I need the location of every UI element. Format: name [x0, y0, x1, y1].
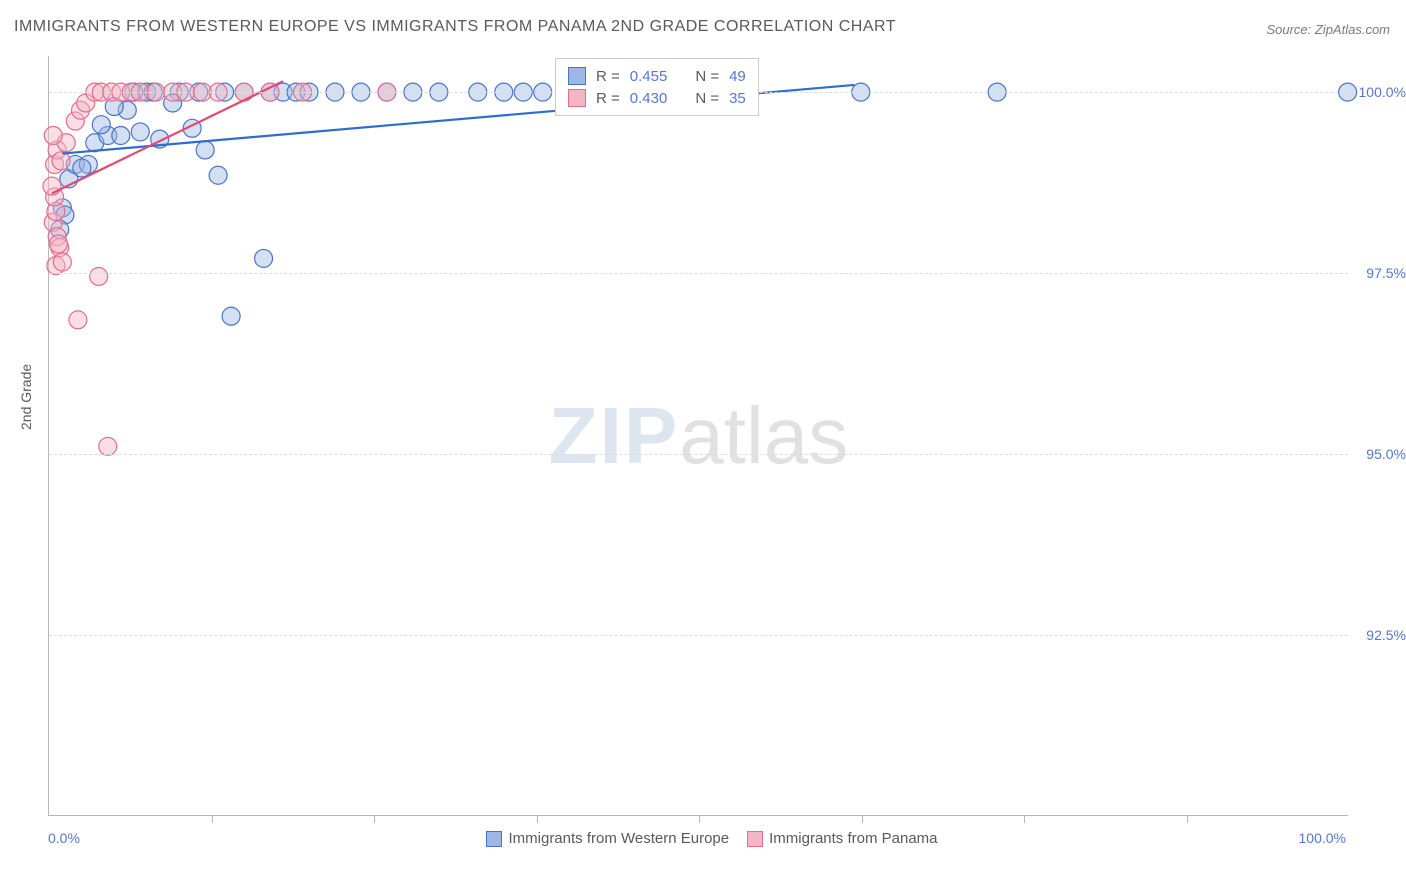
legend-swatch [568, 67, 586, 85]
r-label: R = [596, 90, 620, 107]
x-tick [537, 815, 538, 823]
legend-swatch [568, 89, 586, 107]
correlation-chart: IMMIGRANTS FROM WESTERN EUROPE VS IMMIGR… [0, 0, 1406, 892]
scatter-point [99, 437, 117, 455]
scatter-point [73, 159, 91, 177]
n-value: 35 [729, 90, 746, 107]
scatter-point [52, 152, 70, 170]
bottom-legend: Immigrants from Western Europe Immigrants… [0, 830, 1406, 847]
scatter-point [222, 307, 240, 325]
scatter-point [90, 267, 108, 285]
r-label: R = [596, 68, 620, 85]
n-label: N = [695, 68, 719, 85]
x-tick [212, 815, 213, 823]
x-tick [699, 815, 700, 823]
stats-legend-box: R = 0.455 N = 49 R = 0.430 N = 35 [555, 58, 759, 116]
y-tick-label: 92.5% [1366, 627, 1406, 643]
plot-area: ZIPatlas 92.5%95.0%97.5%100.0% [48, 56, 1348, 816]
y-tick-label: 100.0% [1359, 84, 1406, 100]
x-tick [1187, 815, 1188, 823]
gridline-h [49, 454, 1348, 455]
x-tick [862, 815, 863, 823]
n-label: N = [695, 90, 719, 107]
scatter-point [92, 116, 110, 134]
legend-row: R = 0.455 N = 49 [568, 65, 746, 87]
scatter-point [196, 141, 214, 159]
scatter-point [49, 235, 67, 253]
y-tick-label: 95.0% [1366, 446, 1406, 462]
legend-series-label: Immigrants from Western Europe [508, 830, 729, 847]
r-value: 0.430 [630, 90, 668, 107]
legend-row: R = 0.430 N = 35 [568, 87, 746, 109]
y-axis-label: 2nd Grade [18, 364, 34, 430]
legend-series-label: Immigrants from Panama [769, 830, 937, 847]
x-tick [1024, 815, 1025, 823]
x-tick [374, 815, 375, 823]
legend-swatch [747, 831, 763, 847]
n-value: 49 [729, 68, 746, 85]
gridline-h [49, 635, 1348, 636]
chart-source: Source: ZipAtlas.com [1266, 22, 1390, 37]
chart-title: IMMIGRANTS FROM WESTERN EUROPE VS IMMIGR… [14, 18, 896, 36]
scatter-point [209, 166, 227, 184]
scatter-point [53, 253, 71, 271]
legend-swatch [486, 831, 502, 847]
scatter-point [255, 249, 273, 267]
gridline-h [49, 273, 1348, 274]
scatter-point [112, 127, 130, 145]
scatter-point [69, 311, 87, 329]
scatter-point [44, 127, 62, 145]
plot-svg [49, 56, 1348, 815]
scatter-point [131, 123, 149, 141]
r-value: 0.455 [630, 68, 668, 85]
y-tick-label: 97.5% [1366, 265, 1406, 281]
